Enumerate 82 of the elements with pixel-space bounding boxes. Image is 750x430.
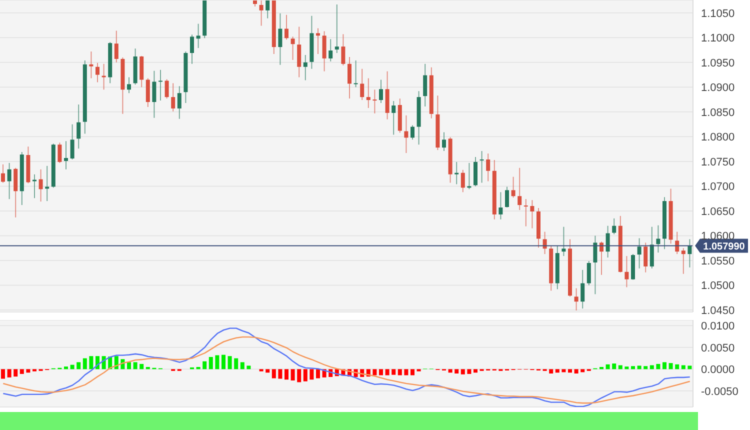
bar <box>549 369 554 374</box>
bar <box>1 369 5 379</box>
bar <box>568 369 572 373</box>
bar <box>316 369 320 378</box>
bar <box>215 355 220 370</box>
bar <box>675 364 680 370</box>
y-tick-label: -0.0050 <box>701 386 738 398</box>
bar <box>606 364 610 370</box>
bar <box>612 364 616 370</box>
bar <box>392 369 396 375</box>
bar <box>14 369 18 377</box>
bar <box>454 369 459 374</box>
bar <box>133 362 138 370</box>
bar <box>140 364 144 370</box>
y-tick-label: 1.0850 <box>701 106 735 119</box>
bar <box>410 369 414 376</box>
bar <box>266 369 270 373</box>
bar <box>398 369 402 376</box>
bar <box>555 369 560 373</box>
ref-line-label: 1.057990 <box>703 242 746 253</box>
bar <box>474 369 478 373</box>
bar <box>64 366 68 370</box>
y-tick-label: 1.0750 <box>701 156 735 168</box>
bar <box>688 366 692 370</box>
y-tick-label: 0.0000 <box>701 364 735 376</box>
bar <box>82 358 87 370</box>
bar <box>303 369 308 382</box>
bar <box>222 354 226 370</box>
bar <box>208 356 213 370</box>
bar <box>76 362 81 370</box>
y-tick-label: 1.0450 <box>701 304 735 317</box>
bar <box>668 363 673 370</box>
bar <box>234 358 238 370</box>
bar <box>20 369 24 374</box>
y-tick-label: 1.0900 <box>701 82 735 94</box>
bar <box>290 369 295 380</box>
bar <box>310 369 314 380</box>
bar <box>70 364 74 370</box>
bar <box>297 369 302 382</box>
bar <box>278 369 282 379</box>
bar <box>656 364 660 370</box>
bar <box>460 369 465 374</box>
bar <box>580 369 585 372</box>
bar <box>284 369 288 380</box>
bar <box>246 366 251 370</box>
y-tick-label: 1.0650 <box>701 206 735 218</box>
bar <box>26 369 30 373</box>
y-tick-label: 1.0550 <box>701 255 735 268</box>
bar <box>467 369 472 374</box>
bar <box>562 369 566 372</box>
bar <box>7 369 12 378</box>
bar <box>574 369 578 374</box>
bar <box>631 366 635 370</box>
bar <box>644 366 648 370</box>
bar <box>662 362 666 370</box>
bar <box>127 362 131 370</box>
y-tick-label: 1.1000 <box>701 32 735 45</box>
bar <box>404 369 408 376</box>
y-tick-label: 0.0100 <box>701 320 735 333</box>
bar <box>202 361 207 370</box>
bar <box>681 365 686 370</box>
bar <box>240 362 244 370</box>
bar <box>618 365 622 370</box>
bar <box>448 369 452 373</box>
bar <box>272 369 276 378</box>
bar <box>624 366 629 370</box>
y-tick-label: 1.0700 <box>701 181 735 194</box>
y-tick-label: 0.0050 <box>701 342 735 354</box>
y-tick-label: 1.0500 <box>701 280 735 292</box>
bar <box>379 369 383 376</box>
y-tick-label: 1.1050 <box>701 8 735 20</box>
bar <box>372 369 377 376</box>
y-tick-label: 1.0800 <box>701 132 735 144</box>
bar <box>228 356 232 370</box>
bar <box>650 365 654 370</box>
bar <box>637 366 642 370</box>
bar <box>385 369 390 376</box>
y-tick-label: 1.0950 <box>701 57 735 70</box>
bar <box>146 366 150 370</box>
bar <box>196 366 200 370</box>
bar <box>89 356 94 370</box>
bar <box>600 366 604 370</box>
